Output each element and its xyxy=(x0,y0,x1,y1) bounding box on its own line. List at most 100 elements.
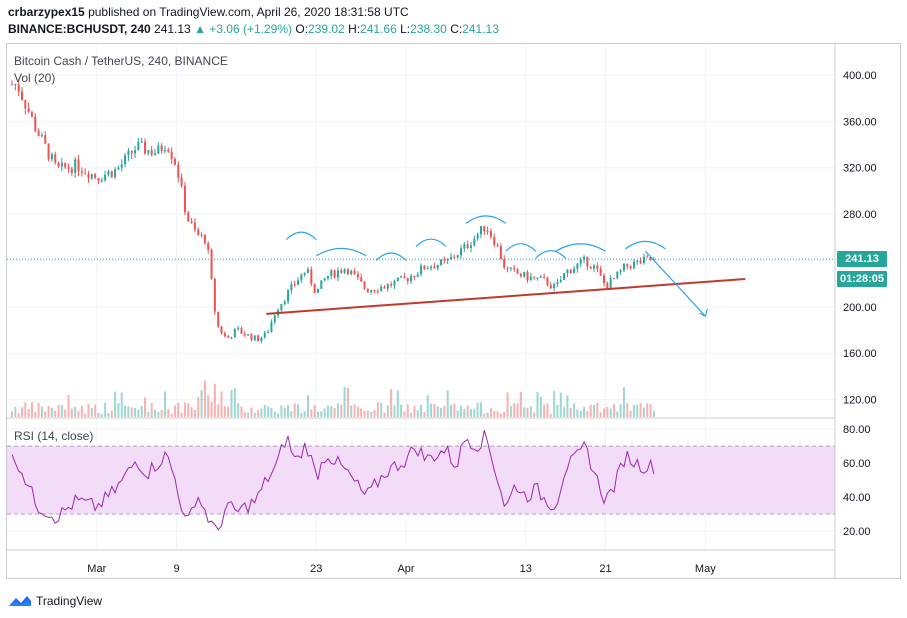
candle-body xyxy=(370,289,373,293)
candle-body xyxy=(593,265,596,269)
volume-bar xyxy=(612,404,615,417)
volume-bar xyxy=(400,404,403,417)
candle-body xyxy=(543,276,546,278)
candle-body xyxy=(413,276,416,278)
low-label: L: xyxy=(400,22,411,36)
candle-body xyxy=(619,270,622,272)
volume-bar xyxy=(263,405,266,417)
candle-body xyxy=(24,99,27,109)
time-axis-label: May xyxy=(695,563,716,575)
candle-body xyxy=(363,281,366,289)
volume-bar xyxy=(622,387,625,417)
tradingview-logo-icon xyxy=(9,596,31,606)
volume-bar xyxy=(54,410,57,417)
candle-body xyxy=(90,174,93,179)
symbol-line: BINANCE:BCHUSDT, 240 241.13 ▲ +3.06 (+1.… xyxy=(8,22,499,36)
candle-body xyxy=(207,243,210,250)
volume-bar xyxy=(526,407,529,417)
projection-arrow xyxy=(645,250,706,317)
volume-bar xyxy=(533,412,536,417)
volume-bar xyxy=(77,410,80,417)
volume-bar xyxy=(503,411,506,417)
main-legend[interactable]: Bitcoin Cash / TetherUS, 240, BINANCE xyxy=(14,54,228,68)
volume-bar xyxy=(107,413,110,417)
time-axis-label: 9 xyxy=(174,563,180,575)
open-value: 239.02 xyxy=(308,22,345,36)
volume-bar xyxy=(430,403,433,417)
author-name[interactable]: crbarzypex15 xyxy=(8,5,85,19)
volume-bar xyxy=(493,411,496,417)
candle-body xyxy=(110,171,113,178)
volume-bar xyxy=(247,412,250,417)
volume-bar xyxy=(426,395,429,417)
candle-body xyxy=(586,256,589,267)
volume-bar xyxy=(586,411,589,417)
candle-body xyxy=(154,153,157,155)
volume-bar xyxy=(100,413,103,417)
candle-body xyxy=(599,268,602,276)
support-trendline xyxy=(266,278,746,315)
volume-bar xyxy=(277,413,280,417)
candle-body xyxy=(639,260,642,264)
candle-body xyxy=(499,246,502,260)
volume-bar xyxy=(486,412,489,417)
volume-bar xyxy=(479,402,482,417)
candle-body xyxy=(273,315,276,323)
pattern-arc xyxy=(315,247,367,257)
volume-bar xyxy=(110,410,113,417)
volume-bar xyxy=(440,407,443,417)
volume-bar xyxy=(17,413,20,417)
volume-bar xyxy=(124,405,127,417)
candle-body xyxy=(80,171,83,173)
chart-axes: 120.00160.00200.00240.00280.00320.00360.… xyxy=(6,43,877,578)
candle-body xyxy=(177,164,180,178)
candle-body xyxy=(456,255,459,258)
volume-bar xyxy=(157,412,160,417)
price-axis-label: 360.00 xyxy=(843,116,877,128)
volume-bar xyxy=(543,404,546,417)
volume-bar xyxy=(353,404,356,417)
volume-bar xyxy=(373,410,376,417)
rsi-axis-label: 20.00 xyxy=(843,526,871,538)
candle-body xyxy=(340,270,343,273)
candle-body xyxy=(14,84,17,86)
volume-bar xyxy=(649,404,652,417)
candle-body xyxy=(356,273,359,278)
candle-body xyxy=(396,277,399,282)
volume-bar xyxy=(197,397,200,417)
last-price-label: 241.13 xyxy=(837,251,887,267)
volume-bar xyxy=(117,403,120,417)
volume-bar xyxy=(360,408,363,417)
volume-bar xyxy=(94,404,97,417)
candle-body xyxy=(293,284,296,286)
volume-bar xyxy=(629,410,632,417)
chart-frame[interactable] xyxy=(6,43,901,579)
candle-body xyxy=(104,174,107,181)
volume-legend[interactable]: Vol (20) xyxy=(14,71,56,85)
candle-body xyxy=(157,145,160,154)
candle-body xyxy=(403,276,406,279)
volume-bar xyxy=(456,410,459,417)
volume-bar xyxy=(569,407,572,417)
volume-bar xyxy=(127,406,130,417)
volume-bar xyxy=(180,412,183,417)
pattern-arc xyxy=(415,238,447,247)
candle-body xyxy=(583,256,586,260)
volume-bar xyxy=(523,407,526,417)
candle-body xyxy=(243,333,246,336)
candle-body xyxy=(267,332,270,334)
candle-body xyxy=(190,221,193,223)
volume-bar xyxy=(154,409,157,417)
volume-histogram xyxy=(10,380,655,417)
volume-bar xyxy=(403,411,406,417)
candle-body xyxy=(270,322,273,333)
candle-body xyxy=(247,334,250,336)
rsi-legend[interactable]: RSI (14, close) xyxy=(14,429,94,443)
candle-body xyxy=(503,259,506,268)
candle-body xyxy=(649,257,652,260)
volume-bar xyxy=(489,408,492,417)
candle-body xyxy=(353,270,356,274)
candle-body xyxy=(257,335,260,341)
brand-footer[interactable]: TradingView xyxy=(8,591,102,611)
